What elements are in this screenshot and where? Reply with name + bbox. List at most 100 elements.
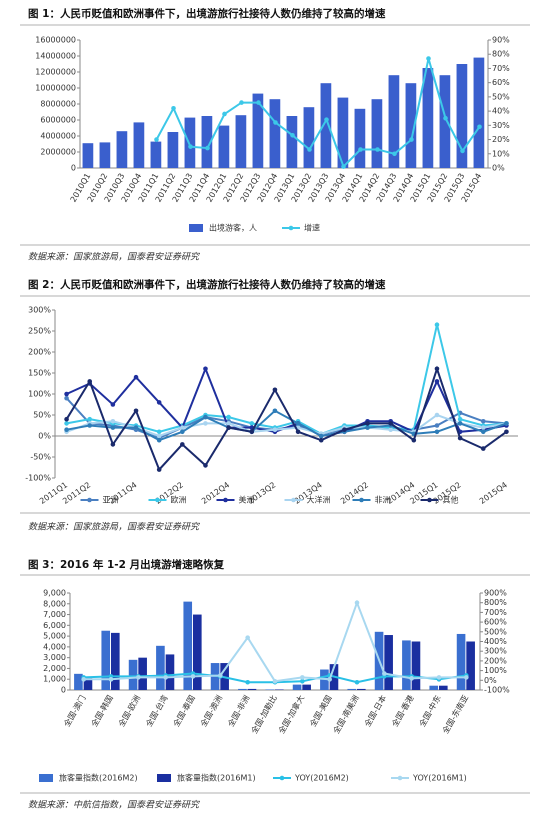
- bar: [292, 684, 302, 690]
- bar: [439, 75, 451, 168]
- bar: [302, 684, 311, 690]
- legend-swatch: [397, 775, 403, 781]
- legend-label: 旅客量指数(2016M2): [59, 773, 138, 783]
- bar: [184, 117, 196, 168]
- point: [318, 433, 324, 439]
- y-tick-label: 4000000: [40, 132, 76, 141]
- bar: [354, 108, 366, 168]
- bar: [286, 116, 298, 168]
- legend-swatch: [279, 775, 285, 781]
- point: [64, 427, 69, 433]
- point: [156, 467, 162, 472]
- bar: [99, 142, 111, 168]
- bar: [156, 645, 165, 690]
- legend-swatch: [427, 497, 432, 503]
- point: [434, 423, 440, 428]
- point: [156, 433, 162, 439]
- legend-swatch: [155, 497, 160, 503]
- legend-label: YOY(2016M2): [294, 774, 349, 783]
- y2-tick-label: 100%: [484, 666, 507, 675]
- y-tick-label: 16000000: [35, 36, 76, 45]
- point: [460, 148, 465, 154]
- point: [203, 421, 208, 426]
- legend-label: 旅客量指数(2016M1): [177, 773, 256, 783]
- point: [375, 147, 380, 152]
- x-tick-label: 全国-加勒比: [249, 693, 279, 735]
- legend-label: 欧洲: [171, 495, 187, 505]
- bar: [357, 688, 366, 690]
- legend-label: 增速: [304, 223, 320, 233]
- bar: [371, 99, 383, 168]
- source-note: 数据来源：国家旅游局，国泰君安证券研究: [28, 522, 200, 533]
- y2-tick-label: 80%: [492, 50, 510, 59]
- point: [434, 366, 440, 372]
- y2-tick-label: 700%: [484, 608, 507, 617]
- chart-title: 图 2：人民币贬值和欧洲事件下，出境游旅行社接待人数仍维持了较高的增速: [28, 278, 386, 291]
- bar: [402, 640, 411, 690]
- y-tick-label: -50%: [30, 453, 51, 462]
- y-tick-label: 8000000: [40, 100, 76, 109]
- point: [64, 421, 69, 426]
- y-tick-label: 6000000: [40, 116, 76, 125]
- legend-label: 美洲: [239, 495, 255, 505]
- point: [341, 164, 346, 169]
- x-tick-label: 全国-韩国: [89, 693, 115, 728]
- point: [239, 100, 244, 105]
- y-tick-label: 3,000: [43, 653, 66, 662]
- point: [226, 425, 231, 430]
- point: [382, 671, 387, 676]
- point: [290, 132, 295, 138]
- bar: [247, 688, 257, 690]
- point: [318, 437, 324, 443]
- y2-tick-label: 400%: [484, 637, 507, 646]
- point: [434, 412, 440, 418]
- legend-label: YOY(2016M1): [412, 774, 467, 783]
- point: [108, 677, 114, 682]
- bar: [303, 107, 315, 168]
- point: [156, 437, 162, 443]
- point: [245, 635, 250, 640]
- bar: [439, 685, 448, 690]
- bar: [201, 116, 213, 168]
- point: [272, 387, 278, 393]
- y-tick-label: 10000000: [35, 84, 76, 93]
- line: [65, 365, 507, 472]
- y2-tick-label: 800%: [484, 598, 507, 607]
- x-tick-label: 2014Q2: [339, 480, 370, 506]
- bar: [133, 122, 145, 168]
- source-note: 数据来源：中航信指数，国泰君安证券研究: [28, 800, 200, 811]
- legend-swatch: [157, 774, 171, 782]
- line: [155, 58, 481, 169]
- bar: [82, 143, 94, 168]
- bar: [74, 673, 83, 690]
- bar: [275, 689, 284, 690]
- bar: [183, 601, 193, 690]
- y2-tick-label: 40%: [492, 107, 510, 116]
- point: [205, 145, 210, 151]
- bar: [238, 688, 247, 690]
- y-tick-label: 9,000: [43, 589, 66, 598]
- y-tick-label: 0: [61, 686, 66, 695]
- legend-swatch: [87, 497, 92, 503]
- point: [365, 425, 370, 430]
- point: [245, 679, 250, 685]
- y-tick-label: 250%: [28, 327, 51, 336]
- point: [342, 427, 347, 433]
- bar: [150, 141, 162, 168]
- y-tick-label: 50%: [33, 411, 51, 420]
- point: [203, 463, 208, 468]
- y-tick-label: 12000000: [35, 68, 76, 77]
- x-tick-label: 全国-香港: [389, 693, 415, 728]
- x-tick-label: 全国-美国: [307, 693, 333, 728]
- chart-title: 图 1：人民币贬值和欧洲事件下，出境游旅行社接待人数仍维持了较高的增速: [28, 7, 386, 20]
- point: [64, 395, 69, 401]
- point: [156, 400, 162, 405]
- bar: [83, 678, 93, 690]
- point: [365, 421, 370, 426]
- point: [180, 442, 185, 447]
- bar: [235, 115, 247, 168]
- y2-tick-label: 200%: [484, 656, 507, 665]
- point: [133, 408, 139, 414]
- bar: [456, 633, 466, 690]
- point: [426, 56, 431, 61]
